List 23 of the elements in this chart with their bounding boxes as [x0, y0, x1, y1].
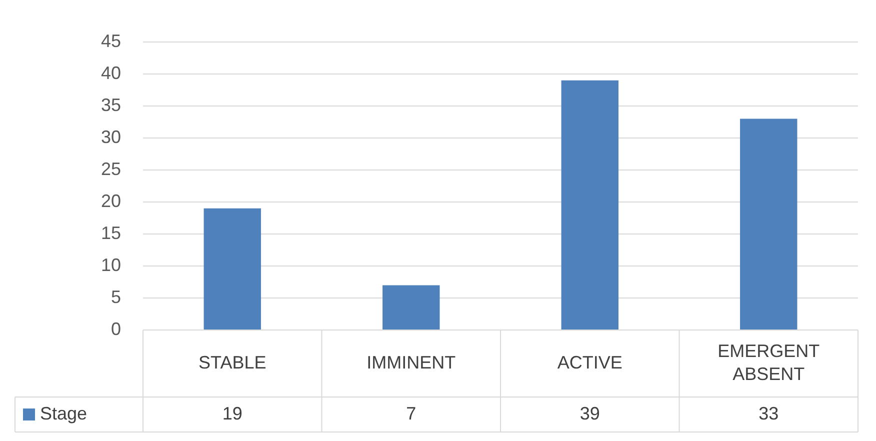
bar [740, 118, 798, 330]
y-tick-label: 30 [100, 126, 121, 147]
x-tick-label: STABLE [198, 352, 266, 372]
data-label: 7 [406, 403, 416, 424]
y-tick-label: 35 [100, 94, 121, 115]
data-label: 33 [758, 403, 779, 424]
y-tick-label: 0 [110, 318, 121, 339]
bar [561, 80, 618, 330]
y-tick-label: 20 [100, 190, 121, 211]
data-label: 19 [222, 403, 242, 424]
x-tick-label: EMERGENT ABSENT [718, 340, 820, 384]
x-tick-label: IMMINENT [366, 352, 456, 372]
bar [204, 208, 261, 330]
y-tick-label: 40 [100, 62, 121, 83]
y-tick-label: 45 [100, 30, 121, 51]
x-tick-label: ACTIVE [557, 352, 622, 372]
y-tick-label: 10 [100, 254, 121, 275]
y-tick-label: 25 [100, 158, 121, 179]
bar [382, 285, 440, 330]
y-tick-label: 5 [110, 286, 121, 307]
data-label: 39 [580, 403, 600, 424]
y-tick-label: 15 [100, 222, 121, 243]
legend-label: Stage [40, 403, 88, 424]
